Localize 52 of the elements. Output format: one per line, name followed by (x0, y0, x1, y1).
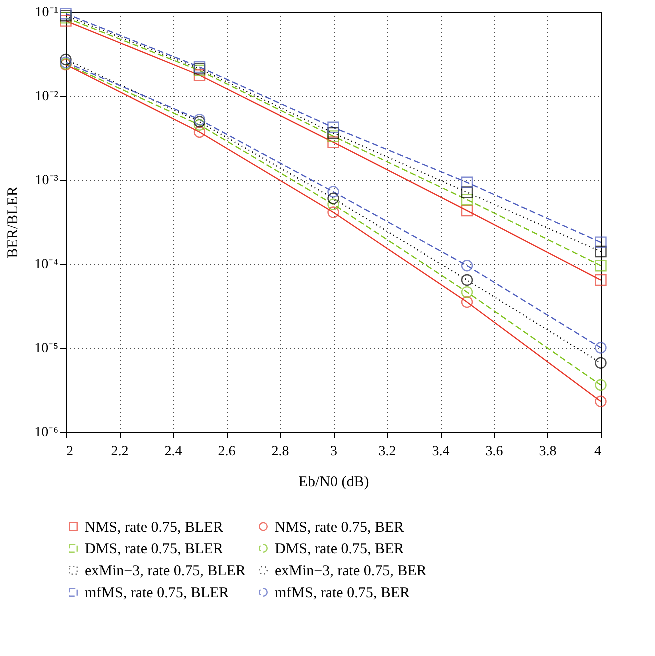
x-tick-label: 3.2 (378, 444, 396, 460)
point (194, 119, 206, 131)
point (328, 192, 340, 204)
legend-label: NMS, rate 0.75, BER (275, 520, 404, 536)
point (328, 186, 340, 198)
legend-label: DMS, rate 0.75, BLER (85, 542, 224, 558)
point (328, 198, 340, 210)
x-tick-label: 3.6 (486, 444, 504, 460)
point (328, 136, 340, 148)
point (595, 342, 607, 354)
x-tick-label: 2.2 (111, 444, 129, 460)
point (595, 357, 607, 369)
point (461, 286, 474, 298)
point (461, 274, 474, 286)
x-tick-label: 2.8 (272, 444, 290, 460)
point (595, 379, 607, 392)
x-tick-label: 3.4 (432, 444, 450, 460)
y-tick-label: 10⁻³ (35, 174, 58, 188)
point (60, 54, 72, 66)
x-tick-label: 4 (594, 444, 602, 460)
point (461, 186, 474, 198)
x-tick-label: 3.8 (539, 444, 557, 460)
point (595, 274, 607, 286)
legend-label: mfMS, rate 0.75, BLER (85, 586, 230, 602)
point (595, 396, 607, 408)
y-tick-label: 10⁻⁴ (34, 258, 59, 272)
legend-label: mfMS, rate 0.75, BER (275, 586, 410, 602)
point (328, 206, 340, 218)
x-tick-label: 2.6 (218, 444, 236, 460)
legend-label: exMin−3, rate 0.75, BER (275, 564, 427, 580)
x-axis-title: Eb/N0 (dB) (298, 474, 370, 490)
point (595, 260, 607, 272)
legend-label: DMS, rate 0.75, BER (275, 542, 404, 558)
point (328, 122, 340, 134)
y-tick-label: 10⁻¹ (35, 6, 58, 20)
point (461, 296, 474, 308)
point (461, 176, 474, 188)
x-tick-label: 3 (330, 444, 338, 460)
point (595, 246, 607, 258)
y-tick-label: 10⁻⁵ (34, 342, 59, 356)
x-tick-label: 2.4 (164, 444, 182, 460)
point (595, 236, 607, 248)
y-axis-title: BER/BLER (6, 186, 22, 258)
legend-label: NMS, rate 0.75, BLER (85, 520, 224, 536)
point (461, 204, 474, 217)
y-tick-label: 10⁻⁶ (34, 426, 59, 440)
point (194, 126, 206, 138)
y-tick-label: 10⁻² (35, 90, 58, 104)
legend-label: exMin−3, rate 0.75, BLER (85, 564, 246, 580)
x-tick-label: 2 (66, 444, 74, 460)
point (461, 260, 474, 272)
point (461, 194, 474, 206)
